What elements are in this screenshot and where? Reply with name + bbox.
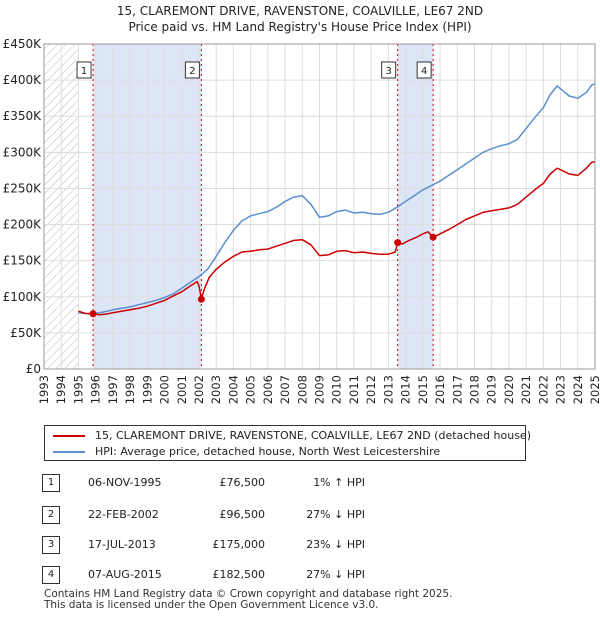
x-tick-label: 2019 (485, 375, 499, 404)
x-tick-label: 2006 (261, 375, 275, 404)
sale-number-badge: 4 (42, 566, 60, 584)
table-row: 1 06-NOV-1995 £76,500 1% ↑ HPI (40, 474, 480, 492)
property-price-line (78, 160, 595, 316)
y-tick-label: £100K (3, 290, 43, 304)
x-tick-label: 1998 (123, 375, 137, 404)
plot-frame (43, 43, 596, 370)
x-tick-label: 2011 (347, 375, 361, 404)
y-tick-label: £0 (26, 362, 41, 376)
attribution-footer: Contains HM Land Registry data © Crown c… (44, 589, 452, 611)
sale-date: 17-JUL-2013 (88, 538, 156, 551)
sale-label: 1 (81, 66, 87, 77)
chart-legend: 15, CLAREMONT DRIVE, RAVENSTONE, COALVIL… (44, 425, 531, 461)
chart-title: 15, CLAREMONT DRIVE, RAVENSTONE, COALVIL… (117, 4, 483, 18)
y-tick-label: £400K (3, 73, 43, 87)
x-tick-label: 2013 (381, 375, 395, 404)
x-tick-label: 2001 (175, 375, 189, 404)
x-tick-label: 2008 (295, 375, 309, 404)
x-tick-label: 2007 (278, 375, 292, 404)
sale-point (197, 295, 205, 303)
sale-label-box (381, 61, 397, 79)
legend-property-label: 15, CLAREMONT DRIVE, RAVENSTONE, COALVIL… (95, 429, 531, 442)
copyright-line: Contains HM Land Registry data © Crown c… (44, 588, 453, 600)
x-tick-label: 2022 (536, 375, 550, 404)
y-tick-label: £250K (3, 181, 43, 195)
x-tick-label: 2016 (433, 375, 447, 404)
x-tick-label: 2009 (313, 375, 327, 404)
y-tick-label: £150K (3, 254, 43, 268)
y-tick-label: £450K (3, 37, 43, 51)
sale-price: £96,500 (219, 508, 266, 521)
x-tick-label: 2003 (209, 375, 223, 404)
licence-line: This data is licensed under the Open Gov… (44, 599, 379, 611)
property-line-swatch (53, 435, 85, 437)
x-tick-label: 2000 (158, 375, 172, 404)
x-tick-label: 1993 (37, 375, 51, 404)
sale-label: 3 (385, 66, 391, 77)
x-tick-label: 2012 (364, 375, 378, 404)
x-tick-label: 2021 (519, 375, 533, 404)
x-tick-label: 2014 (399, 375, 413, 404)
table-row: 2 22-FEB-2002 £96,500 27% ↓ HPI (40, 506, 480, 524)
chart-subtitle: Price paid vs. HM Land Registry's House … (128, 20, 471, 34)
y-tick-label: £300K (3, 145, 43, 159)
y-tick-label: £200K (3, 218, 43, 232)
x-tick-label: 1997 (106, 375, 120, 404)
sale-price: £175,000 (212, 538, 266, 551)
x-tick-label: 2020 (502, 375, 516, 404)
sale-hpi-diff: 27% ↓ HPI (306, 568, 365, 581)
sale-label-box (184, 61, 200, 79)
sale-date: 06-NOV-1995 (88, 476, 162, 489)
sale-label-box (416, 61, 432, 79)
x-tick-label: 2025 (588, 375, 600, 404)
price-chart: 15, CLAREMONT DRIVE, RAVENSTONE, COALVIL… (3, 4, 600, 404)
x-tick-label: 1999 (140, 375, 154, 404)
table-row: 4 07-AUG-2015 £182,500 27% ↓ HPI (40, 566, 480, 584)
sale-label: 4 (421, 66, 427, 77)
x-tick-label: 1994 (54, 375, 68, 404)
sale-label-box (76, 61, 92, 79)
sale-date: 22-FEB-2002 (88, 508, 159, 521)
x-tick-label: 2018 (467, 375, 481, 404)
hpi-line (78, 83, 595, 315)
y-tick-label: £350K (3, 109, 43, 123)
x-tick-label: 2015 (416, 375, 430, 404)
hpi-line-swatch (53, 451, 85, 453)
sale-price: £76,500 (219, 476, 266, 489)
sale-hpi-diff: 27% ↓ HPI (306, 508, 365, 521)
sale-hpi-diff: 23% ↓ HPI (306, 538, 365, 551)
x-tick-label: 1995 (71, 375, 85, 404)
sale-hpi-diff: 1% ↑ HPI (313, 476, 365, 489)
x-tick-label: 2023 (554, 375, 568, 404)
sale-point (394, 239, 402, 247)
sale-point (89, 310, 97, 318)
legend-item-property: 15, CLAREMONT DRIVE, RAVENSTONE, COALVIL… (53, 428, 531, 444)
x-tick-label: 2024 (571, 375, 585, 404)
x-tick-label: 1996 (89, 375, 103, 404)
sale-price: £182,500 (212, 568, 266, 581)
sale-number-badge: 1 (42, 474, 60, 492)
sale-number-badge: 3 (42, 536, 60, 554)
table-row: 3 17-JUL-2013 £175,000 23% ↓ HPI (40, 536, 480, 554)
x-tick-label: 2010 (330, 375, 344, 404)
x-tick-label: 2017 (450, 375, 464, 404)
y-tick-label: £50K (10, 326, 42, 340)
sale-number-badge: 2 (42, 506, 60, 524)
x-tick-label: 2004 (226, 375, 240, 404)
x-tick-label: 2002 (192, 375, 206, 404)
legend-item-hpi: HPI: Average price, detached house, Nort… (53, 444, 440, 460)
sale-date: 07-AUG-2015 (88, 568, 162, 581)
sale-label: 2 (189, 66, 195, 77)
x-tick-label: 2005 (244, 375, 258, 404)
legend-hpi-label: HPI: Average price, detached house, Nort… (95, 445, 441, 458)
sale-point (429, 233, 437, 241)
ownership-shade (397, 44, 434, 369)
